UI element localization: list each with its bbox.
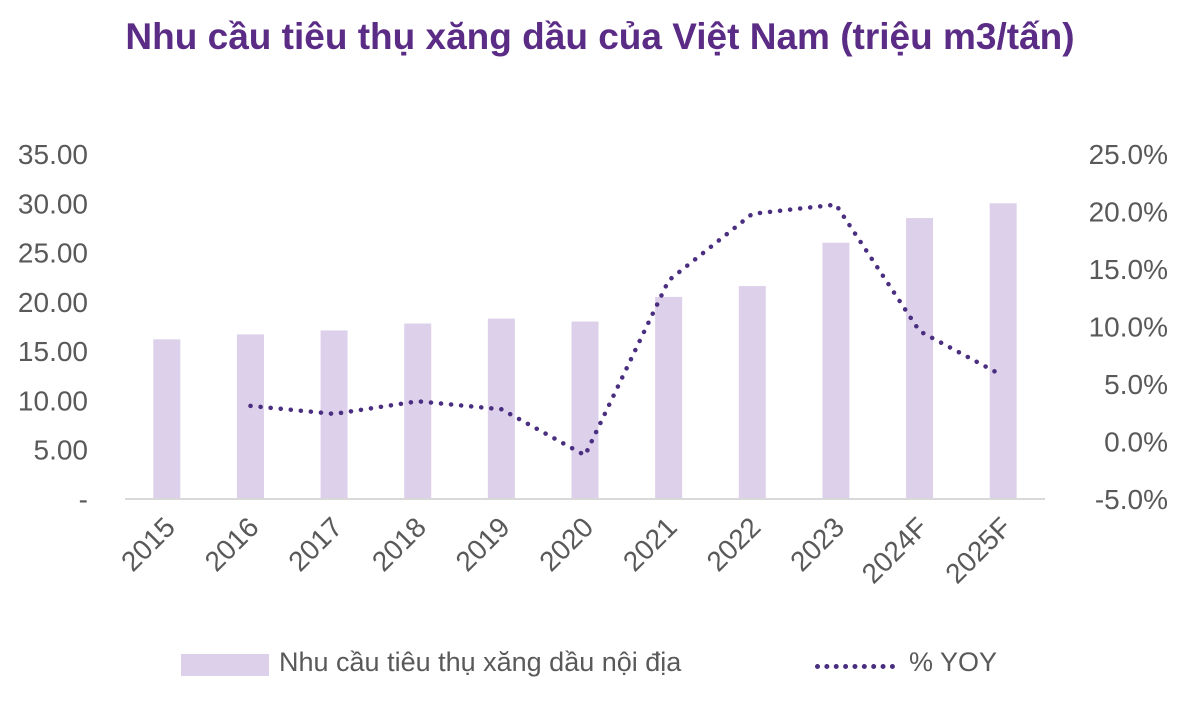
- legend-label-bar: Nhu cầu tiêu thụ xăng dầu nội địa: [279, 647, 682, 677]
- right-tick-label: 20.0%: [1089, 197, 1168, 228]
- bar-2016: [236, 334, 264, 499]
- left-tick-label: 20.00: [18, 287, 88, 318]
- bar-2025F: [989, 203, 1017, 500]
- left-tick-label: 10.00: [18, 385, 88, 416]
- bar-2022: [738, 286, 766, 499]
- right-tick-label: 5.0%: [1104, 369, 1168, 400]
- bar-series: [153, 203, 1017, 500]
- right-tick-label: 10.0%: [1089, 312, 1168, 343]
- chart-plot: - 5.00 10.00 15.00 20.00 25.00 30.00 35.00 -5.0…: [18, 139, 1168, 589]
- left-tick-label: 30.00: [18, 188, 88, 219]
- bar-2023: [822, 242, 850, 499]
- right-tick-label: 15.0%: [1089, 254, 1168, 285]
- bar-2017: [320, 330, 348, 499]
- left-tick-label: 5.00: [34, 435, 89, 466]
- x-tick-label: 2020: [533, 511, 599, 577]
- x-axis-ticks: 2015 2016 2017 2018 2019 2020 2021 2022 2023 2024…: [115, 511, 1017, 589]
- x-tick-label: 2024F: [856, 511, 934, 589]
- bar-2015: [153, 339, 181, 499]
- x-tick-label: 2015: [115, 511, 181, 577]
- x-tick-label: 2021: [617, 511, 683, 577]
- x-tick-label: 2023: [784, 511, 850, 577]
- legend: Nhu cầu tiêu thụ xăng dầu nội địa % YOY: [0, 645, 1200, 685]
- x-tick-label: 2025F: [939, 511, 1017, 589]
- legend-swatch-bar: [181, 654, 269, 676]
- left-axis-ticks: - 5.00 10.00 15.00 20.00 25.00 30.00 35.00: [18, 139, 88, 515]
- left-tick-label: 15.00: [18, 336, 88, 367]
- x-tick-label: 2019: [450, 511, 516, 577]
- bar-2018: [404, 323, 432, 499]
- right-tick-label: -5.0%: [1095, 484, 1168, 515]
- x-tick-label: 2018: [366, 511, 432, 577]
- yoy-line: [248, 202, 1006, 459]
- right-axis-ticks: -5.0% 0.0% 5.0% 10.0% 15.0% 20.0% 25.0%: [1089, 139, 1168, 515]
- right-tick-label: 0.0%: [1104, 427, 1168, 458]
- legend-swatch-line: [815, 664, 895, 669]
- left-tick-label: -: [79, 484, 88, 515]
- chart-title: Nhu cầu tiêu thụ xăng dầu của Việt Nam (…: [125, 16, 1075, 57]
- right-tick-label: 25.0%: [1089, 139, 1168, 170]
- x-tick-label: 2016: [199, 511, 265, 577]
- legend-label-line: % YOY: [909, 647, 998, 677]
- bar-2021: [655, 296, 683, 499]
- bar-2020: [571, 321, 599, 499]
- left-tick-label: 35.00: [18, 139, 88, 170]
- x-tick-label: 2017: [282, 511, 348, 577]
- bar-2024F: [906, 218, 934, 500]
- x-tick-label: 2022: [701, 511, 767, 577]
- left-tick-label: 25.00: [18, 238, 88, 269]
